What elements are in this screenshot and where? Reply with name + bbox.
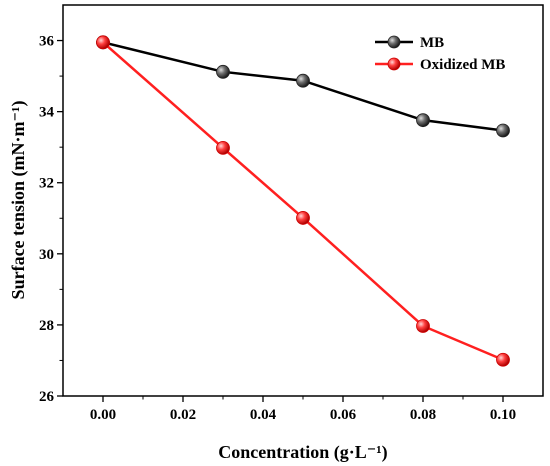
- y-tick-label: 28: [39, 318, 54, 334]
- series-layer: [96, 35, 510, 367]
- x-axis-ticks: 0.00 0.02 0.04 0.06 0.08 0.10: [90, 396, 516, 423]
- series-line-oxidized-mb: [102, 41, 504, 361]
- data-point-mb: [296, 73, 310, 88]
- y-tick-label: 34: [39, 105, 55, 121]
- x-tick-label: 0.02: [170, 407, 196, 423]
- data-point-oxidized-mb: [96, 35, 110, 50]
- legend-item-oxidized-mb: Oxidized MB: [375, 57, 505, 73]
- x-tick-label: 0.08: [410, 407, 436, 423]
- legend-marker-oxidized-mb: [387, 57, 401, 71]
- data-point-oxidized-mb: [496, 352, 510, 367]
- y-tick-label: 36: [39, 34, 55, 50]
- y-axis-title: Surface tension (mN·m⁻¹): [8, 101, 29, 300]
- x-tick-label: 0.04: [250, 407, 277, 423]
- y-tick-label: 30: [39, 247, 54, 263]
- data-point-oxidized-mb: [416, 319, 430, 333]
- legend-label-mb: MB: [420, 35, 444, 51]
- y-axis-ticks: 26 28 30 32 34 36: [39, 34, 63, 405]
- data-point-oxidized-mb: [216, 140, 230, 155]
- x-tick-label: 0.10: [490, 407, 516, 423]
- x-axis-title: Concentration (g·L⁻¹): [218, 442, 387, 463]
- data-point-oxidized-mb: [296, 211, 310, 225]
- data-point-mb: [216, 64, 230, 79]
- data-point-mb: [416, 113, 430, 128]
- legend-item-mb: MB: [375, 35, 444, 51]
- legend-label-oxidized-mb: Oxidized MB: [420, 57, 505, 73]
- legend: MB Oxidized MB: [375, 35, 505, 73]
- y-tick-label: 32: [39, 176, 54, 192]
- x-tick-label: 0.06: [330, 407, 357, 423]
- data-point-mb: [496, 123, 510, 138]
- y-tick-label: 26: [39, 389, 55, 405]
- legend-marker-mb: [387, 35, 401, 49]
- x-tick-label: 0.00: [90, 407, 116, 423]
